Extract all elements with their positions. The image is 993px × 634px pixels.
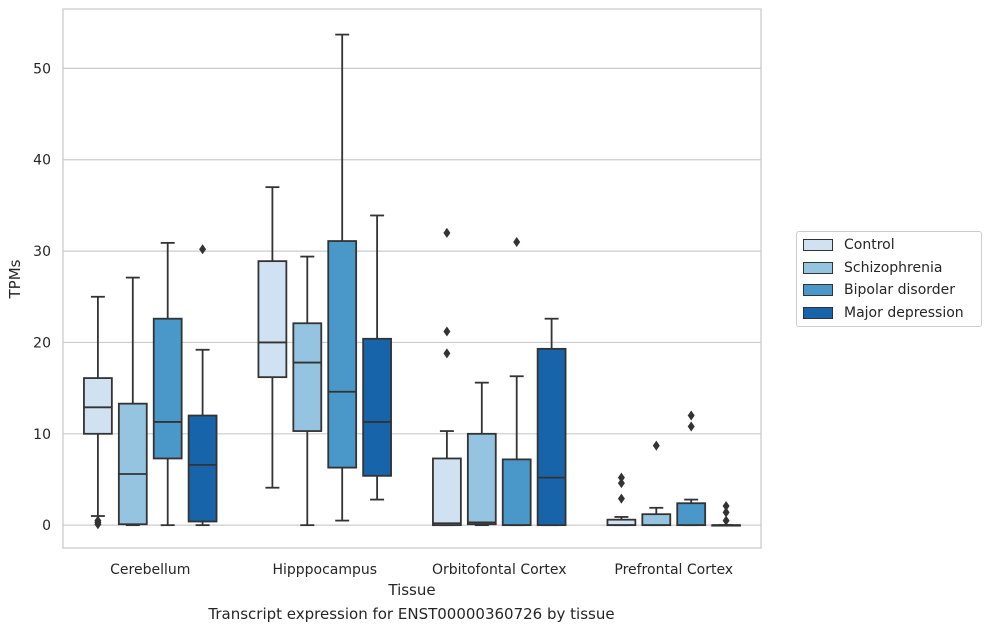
box-body xyxy=(257,260,288,379)
legend-label: Schizophrenia xyxy=(844,259,943,276)
box-body xyxy=(501,458,532,527)
x-axis: Cerebellum Hipppocampus Orbitofontal Corte… xyxy=(110,562,733,578)
box xyxy=(327,33,358,522)
box-body xyxy=(327,240,358,469)
outlier-point xyxy=(687,410,695,421)
box-body xyxy=(117,402,148,526)
y-axis-label: TPMs xyxy=(6,259,24,299)
outlier-point xyxy=(443,227,451,238)
outlier-point xyxy=(617,478,625,489)
legend-item: Control xyxy=(803,235,895,255)
box xyxy=(257,186,288,489)
legend-swatch xyxy=(803,261,833,274)
legend-item: Bipolar disorder xyxy=(803,280,955,300)
outlier-point xyxy=(94,515,102,526)
y-tick-label: 30 xyxy=(33,244,51,260)
outlier-point xyxy=(722,507,730,518)
y-tick-label: 40 xyxy=(33,153,51,169)
y-tick-label: 0 xyxy=(42,518,51,534)
outlier-point xyxy=(687,421,695,432)
box xyxy=(536,317,567,527)
outlier-point xyxy=(443,326,451,337)
x-tick-label: Cerebellum xyxy=(110,562,190,578)
x-tick-label: Orbitofontal Cortex xyxy=(432,562,567,578)
box xyxy=(676,410,707,527)
box xyxy=(152,241,183,527)
x-axis-label: Tissue xyxy=(387,581,435,599)
legend-swatch xyxy=(803,284,833,296)
box-series xyxy=(83,33,741,530)
outlier-point xyxy=(199,244,207,255)
outlier-point xyxy=(443,348,451,359)
box xyxy=(83,295,113,530)
legend-label: Major depression xyxy=(844,304,964,321)
outlier-point xyxy=(722,515,730,526)
box xyxy=(711,500,741,527)
legend-label: Bipolar disorder xyxy=(844,282,956,298)
y-tick-label: 10 xyxy=(33,427,51,443)
box-body xyxy=(676,502,707,527)
box-body xyxy=(292,322,323,432)
box xyxy=(362,214,392,501)
box xyxy=(292,255,323,527)
box xyxy=(432,227,462,527)
legend-swatch xyxy=(803,239,833,251)
box xyxy=(117,276,148,527)
box-body xyxy=(432,457,462,527)
y-tick-label: 20 xyxy=(33,335,51,351)
box xyxy=(187,244,218,527)
legend-item: Major depression xyxy=(803,303,964,323)
legend-label: Control xyxy=(844,237,895,253)
box-body xyxy=(641,513,672,527)
box-body xyxy=(466,432,497,526)
box xyxy=(466,381,497,527)
y-tick-label: 50 xyxy=(33,61,51,77)
x-tick-label: Prefrontal Cortex xyxy=(614,562,733,578)
box-body xyxy=(187,414,218,523)
legend-item: Schizophrenia xyxy=(803,258,942,278)
y-axis: 0 10 20 30 40 50 xyxy=(33,61,51,534)
legend: Control Schizophrenia Bipolar disorder Majo… xyxy=(796,231,982,327)
outlier-point xyxy=(617,493,625,504)
box-body xyxy=(536,347,567,527)
box xyxy=(641,440,672,527)
box-body xyxy=(152,317,183,460)
box-body xyxy=(362,337,392,477)
box xyxy=(606,472,637,527)
figure-caption: Transcript expression for ENST0000036072… xyxy=(208,605,615,623)
legend-swatch xyxy=(803,306,833,319)
outlier-point xyxy=(617,472,625,483)
box-body xyxy=(83,377,113,435)
outlier-point xyxy=(652,440,660,451)
box xyxy=(501,236,532,527)
outlier-point xyxy=(513,236,521,247)
outlier-point xyxy=(722,500,730,511)
plot-frame xyxy=(62,8,762,549)
x-tick-label: Hipppocampus xyxy=(272,562,377,578)
